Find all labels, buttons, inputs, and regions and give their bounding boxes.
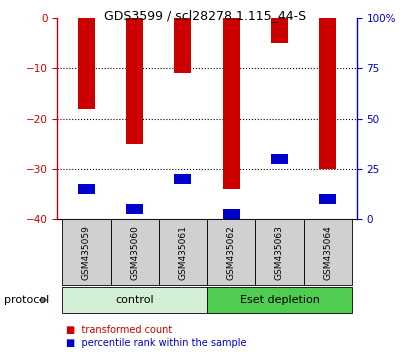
Bar (110, 219, 158, 285)
Bar (126, 18, 143, 144)
Bar (62, 287, 207, 313)
Text: protocol: protocol (4, 295, 49, 305)
Bar (174, 174, 191, 184)
Text: ■  percentile rank within the sample: ■ percentile rank within the sample (65, 338, 245, 348)
Text: GSM435062: GSM435062 (226, 225, 235, 280)
Text: control: control (115, 295, 153, 305)
Bar (62, 219, 110, 285)
Bar (303, 219, 351, 285)
Bar (78, 18, 94, 108)
Bar (270, 18, 287, 43)
Bar (174, 18, 191, 73)
Text: GSM435060: GSM435060 (130, 225, 139, 280)
Text: GDS3599 / scl28278.1.115_44-S: GDS3599 / scl28278.1.115_44-S (104, 9, 305, 22)
Bar (222, 18, 239, 189)
Text: GSM435061: GSM435061 (178, 225, 187, 280)
Bar (319, 194, 335, 204)
Bar (126, 204, 143, 215)
Bar (319, 18, 335, 169)
Bar (270, 154, 287, 164)
Bar (222, 209, 239, 219)
Bar (207, 219, 255, 285)
Text: Eset depletion: Eset depletion (239, 295, 319, 305)
Text: GSM435063: GSM435063 (274, 225, 283, 280)
Text: ■  transformed count: ■ transformed count (65, 325, 171, 335)
Text: GSM435064: GSM435064 (322, 225, 331, 280)
Text: GSM435059: GSM435059 (82, 225, 91, 280)
Bar (255, 219, 303, 285)
Bar (78, 184, 94, 194)
Bar (158, 219, 207, 285)
Bar (207, 287, 351, 313)
